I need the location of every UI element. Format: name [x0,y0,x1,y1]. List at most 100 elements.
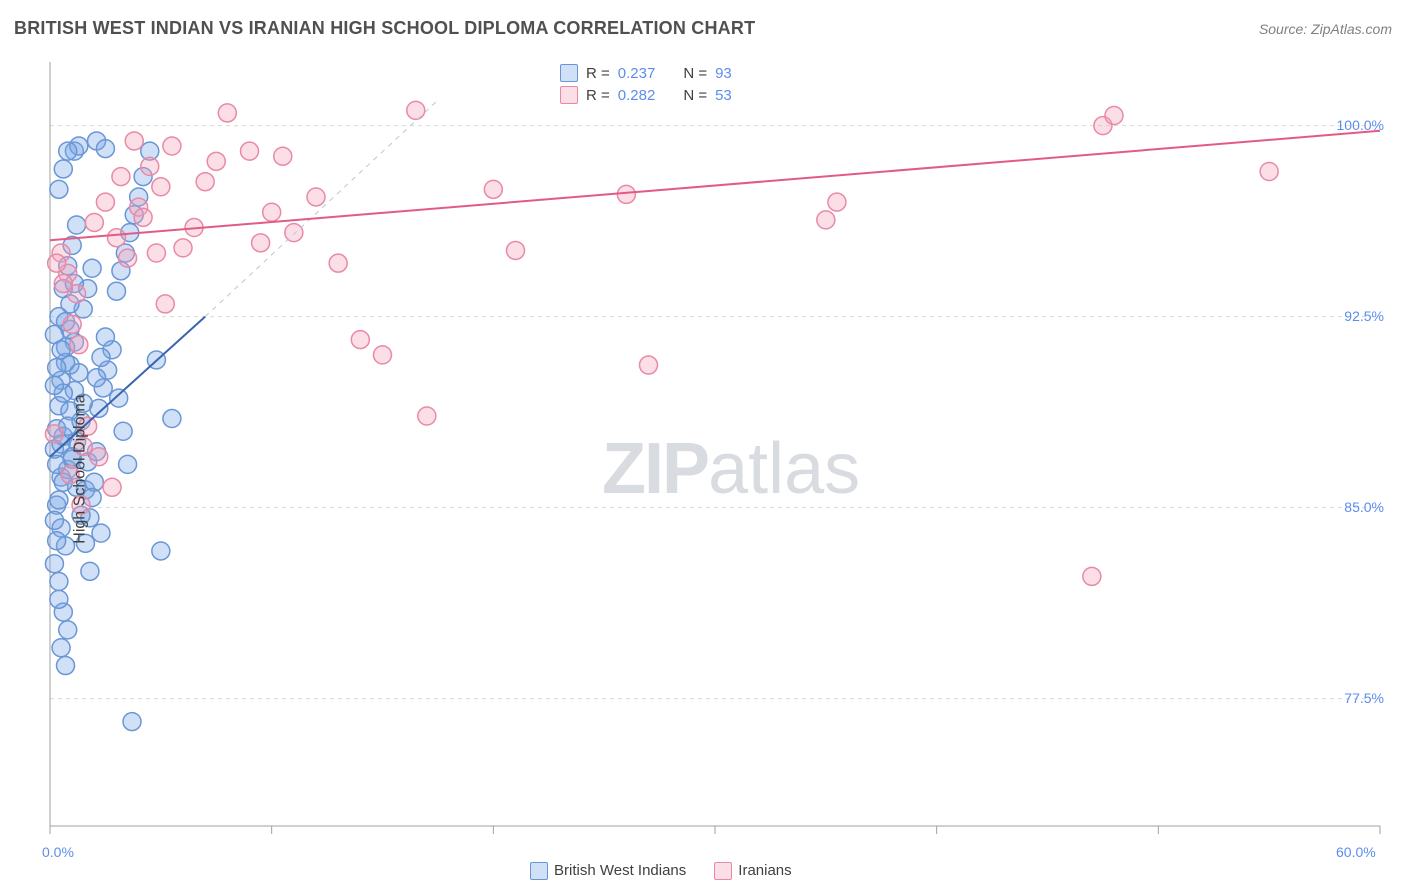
bwi-point [48,532,66,550]
chart-header: BRITISH WEST INDIAN VS IRANIAN HIGH SCHO… [14,18,1392,39]
legend-r-label: R = [586,65,610,82]
legend-r-value: 0.237 [618,65,656,82]
x-axis-max-label: 60.0% [1336,844,1376,860]
iran-point [351,331,369,349]
iran-point [174,239,192,257]
legend-swatch [530,862,548,880]
chart-title: BRITISH WEST INDIAN VS IRANIAN HIGH SCHO… [14,18,755,39]
iran-point [241,142,259,160]
y-tick-label: 100.0% [1337,117,1384,133]
bwi-point [110,389,128,407]
iran-point [163,137,181,155]
iran-point [329,254,347,272]
iran-point [96,193,114,211]
iran-point [252,234,270,252]
bwi-point [152,542,170,560]
iran-point [108,229,126,247]
legend-stats-box: R = 0.237 N = 93 R = 0.282 N = 53 [560,62,732,106]
iran-point [484,180,502,198]
iran-point [54,275,72,293]
bwi-point [45,511,63,529]
source-name: ZipAtlas.com [1311,21,1392,37]
bwi-point [81,562,99,580]
iran-point [207,152,225,170]
iran-point [85,213,103,231]
bwi-point [96,328,114,346]
bottom-legend-label: Iranians [738,862,791,879]
bwi-point [50,573,68,591]
iran-point [156,295,174,313]
legend-swatch [560,64,578,82]
iran-point [48,254,66,272]
bwi-point [59,142,77,160]
iran-point [45,425,63,443]
legend-n-label: N = [683,65,707,82]
bwi-point [50,491,68,509]
iran-point [374,346,392,364]
bwi-point [50,590,68,608]
iran-point [1260,163,1278,181]
legend-swatch [560,86,578,104]
bwi-point [123,713,141,731]
legend-stats-row: R = 0.282 N = 53 [560,84,732,106]
iran-point [263,203,281,221]
legend-r-label: R = [586,87,610,104]
bwi-point [163,410,181,428]
legend-n-label: N = [683,87,707,104]
iran-point [103,478,121,496]
iran-point [640,356,658,374]
iran-point [90,448,108,466]
source-prefix: Source: [1259,21,1311,37]
iran-point [112,168,130,186]
bwi-point [57,657,75,675]
bwi-point [114,422,132,440]
bwi-point [45,555,63,573]
x-axis-min-label: 0.0% [42,844,74,860]
bwi-point [119,455,137,473]
iran-point [196,173,214,191]
iran-point [407,101,425,119]
iran-point [507,241,525,259]
y-tick-label: 92.5% [1344,308,1384,324]
iran-point [141,157,159,175]
iran-point [418,407,436,425]
scatter-plot [0,46,1406,872]
iran-point [1105,106,1123,124]
iran-point [218,104,236,122]
bwi-point [108,282,126,300]
bottom-legend: British West Indians Iranians [530,862,792,880]
iran-point [817,211,835,229]
bottom-legend-item: Iranians [714,862,791,880]
bwi-point [59,621,77,639]
legend-stats-row: R = 0.237 N = 93 [560,62,732,84]
iran-point [63,315,81,333]
bwi-point [92,524,110,542]
iran-point [134,208,152,226]
bottom-legend-label: British West Indians [554,862,686,879]
iran-point [147,244,165,262]
bottom-legend-item: British West Indians [530,862,686,880]
bwi-point [54,160,72,178]
legend-n-value: 53 [715,87,732,104]
bwi-point [68,216,86,234]
y-tick-label: 77.5% [1344,690,1384,706]
iran-point [274,147,292,165]
iran-point [119,249,137,267]
legend-swatch [714,862,732,880]
iran-point [307,188,325,206]
bwi-point [96,140,114,158]
iran-point [125,132,143,150]
iran-point [617,185,635,203]
iran-point [828,193,846,211]
iran-point [285,224,303,242]
bwi-point [52,341,70,359]
bwi-point [83,259,101,277]
legend-n-value: 93 [715,65,732,82]
legend-r-value: 0.282 [618,87,656,104]
bwi-point [48,359,66,377]
bwi-point [45,376,63,394]
y-axis-label: High School Diploma [72,394,90,543]
y-tick-label: 85.0% [1344,499,1384,515]
bwi-point [92,348,110,366]
iran-point [70,336,88,354]
